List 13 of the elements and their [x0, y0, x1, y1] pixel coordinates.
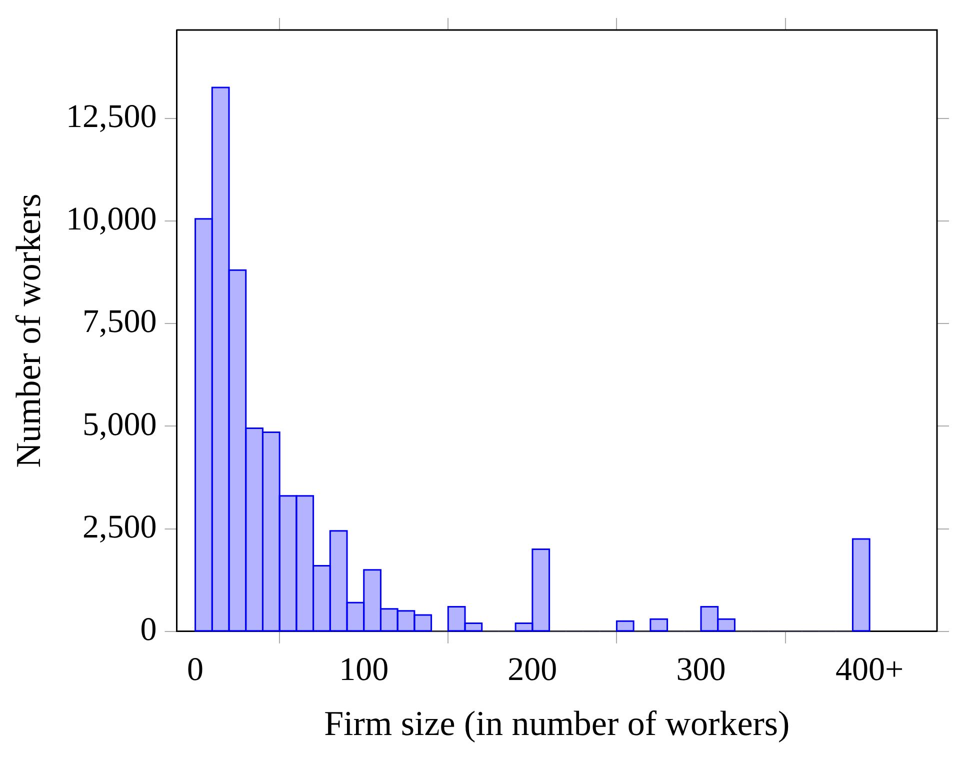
- y-tick-label: 10,000: [66, 202, 157, 238]
- x-tick-label: 400+: [836, 652, 904, 688]
- x-tick-label: 0: [187, 652, 204, 688]
- x-tick-label: 200: [508, 652, 558, 688]
- x-tick-label: 100: [339, 652, 389, 688]
- y-tick-label: 7,500: [82, 304, 157, 340]
- y-tick-label: 5,000: [82, 406, 157, 443]
- x-tick-label: 300: [676, 652, 726, 688]
- y-tick-label: 12,500: [66, 98, 157, 135]
- y-tick-label: 2,500: [82, 509, 157, 546]
- y-axis-title: Number of workers: [9, 194, 48, 468]
- x-axis-title: Firm size (in number of workers): [324, 704, 790, 744]
- y-tick-label: 0: [140, 612, 157, 648]
